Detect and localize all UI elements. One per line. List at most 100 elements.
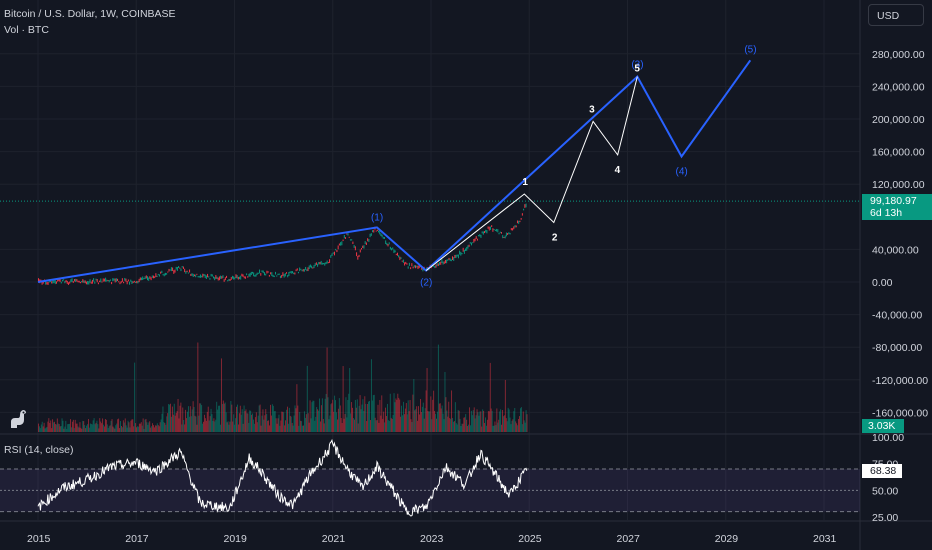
volume-bar (155, 425, 157, 432)
price-candle (207, 273, 209, 278)
volume-bar (169, 404, 171, 432)
price-candle (362, 245, 364, 248)
volume-bar (259, 404, 261, 432)
volume-bar (383, 411, 385, 432)
volume-bar (166, 416, 168, 432)
price-candle (189, 269, 191, 273)
volume-bar (369, 400, 370, 432)
currency-button[interactable]: USD (868, 4, 924, 26)
price-candle (129, 281, 131, 285)
volume-bar (50, 420, 52, 432)
price-candle (112, 278, 114, 282)
price-candle (345, 237, 347, 239)
volume-bar (486, 425, 487, 432)
volume-bar (460, 425, 462, 432)
volume-bar (62, 420, 64, 432)
volume-bar (359, 395, 361, 432)
price-candle (358, 254, 360, 257)
symbol-title[interactable]: Bitcoin / U.S. Dollar, 1W, COINBASE (4, 8, 176, 20)
volume-bar (282, 411, 284, 432)
volume-bar (321, 398, 323, 432)
volume-bar (464, 417, 466, 432)
volume-bar (255, 412, 257, 432)
volume-bar (372, 395, 374, 432)
volume-indicator-label[interactable]: Vol · BTC (4, 24, 49, 36)
volume-bar (187, 406, 189, 432)
volume-bar (193, 407, 195, 432)
volume-bar (276, 423, 278, 432)
primary-wave-line (37, 59, 752, 283)
price-candle (508, 232, 510, 235)
price-candle (263, 272, 265, 276)
volume-bar (303, 411, 305, 432)
price-candle (240, 275, 242, 280)
rsi-indicator-label[interactable]: RSI (14, close) (4, 444, 74, 456)
volume-bar (273, 411, 275, 432)
price-candle (267, 271, 269, 273)
price-candle (181, 266, 183, 268)
volume-bar (424, 408, 426, 432)
price-candle (202, 273, 204, 278)
price-candle (489, 226, 491, 230)
volume-bar (113, 427, 115, 432)
volume-bar (306, 365, 308, 432)
price-candle (243, 276, 245, 279)
price-candle (357, 255, 359, 260)
volume-bar (316, 407, 318, 432)
price-candle (210, 273, 212, 277)
volume-bar (41, 421, 43, 432)
price-candle (125, 278, 127, 282)
volume-bar (46, 426, 48, 432)
volume-bar (491, 410, 493, 432)
price-candle (130, 279, 132, 282)
volume-bar (71, 427, 72, 432)
volume-bar (122, 420, 124, 432)
volume-bar (500, 409, 502, 432)
price-candle (221, 276, 223, 279)
price-candle (437, 263, 439, 266)
volume-bar (320, 421, 321, 432)
volume-bar (96, 420, 98, 432)
volume-bar (377, 404, 379, 432)
tradingview-logo-icon[interactable] (8, 408, 32, 430)
volume-bar (167, 413, 169, 432)
volume-bar (156, 423, 158, 432)
volume-bar (513, 411, 515, 432)
volume-bar (429, 411, 431, 432)
time-axis-tick-label: 2031 (813, 533, 837, 545)
volume-bar (162, 406, 164, 432)
price-axis-tick-label: 0.00 (872, 277, 893, 289)
price-candle (234, 277, 236, 280)
volume-bar (462, 423, 464, 432)
price-candle (241, 273, 243, 277)
price-candle (224, 277, 226, 281)
volume-bar (101, 423, 103, 432)
secondary-wave-label: 1 (522, 177, 528, 188)
price-candle (337, 245, 339, 250)
price-candle (161, 270, 163, 274)
volume-bar (324, 398, 326, 432)
volume-bar (349, 367, 351, 432)
time-axis-tick-label: 2019 (224, 533, 248, 545)
volume-bar (58, 424, 60, 432)
price-candle (327, 261, 329, 264)
volume-bar (204, 418, 206, 432)
price-candle (480, 234, 482, 238)
volume-bar (403, 414, 405, 432)
price-candle (325, 262, 327, 265)
volume-bar (277, 418, 279, 432)
price-candle (166, 273, 168, 275)
price-candle (519, 220, 521, 223)
price-candle (406, 263, 408, 265)
volume-bar (325, 393, 327, 432)
price-candle (199, 274, 201, 278)
volume-bar (220, 358, 222, 432)
price-candle (482, 231, 484, 235)
price-candle (164, 272, 166, 276)
price-candle (81, 280, 83, 283)
price-candle (260, 273, 262, 276)
volume-bar (363, 410, 365, 432)
volume-bar (437, 344, 439, 432)
price-candle (433, 265, 435, 267)
